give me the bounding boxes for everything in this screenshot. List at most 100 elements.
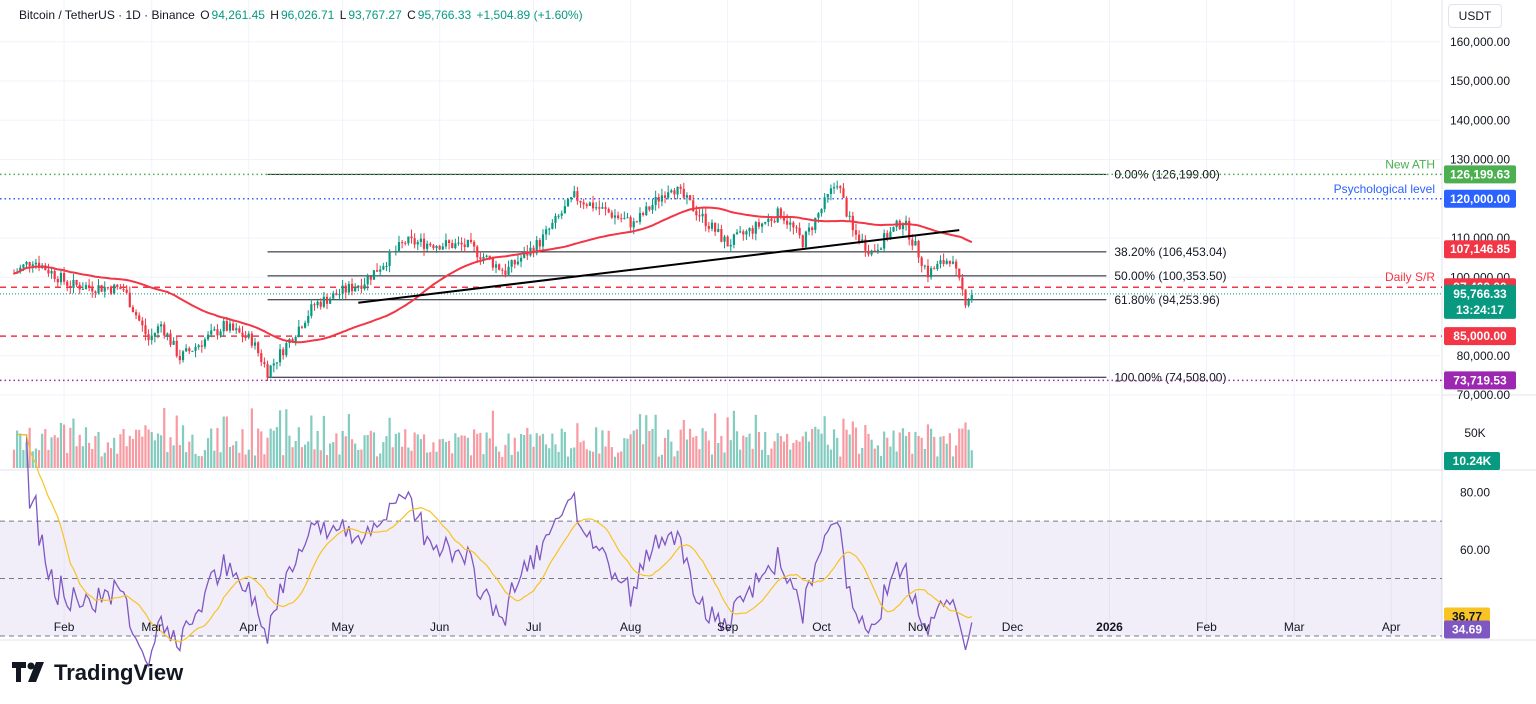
- volume-bar: [748, 433, 751, 468]
- rsi-lines: [17, 434, 973, 668]
- volume-bar: [263, 454, 266, 468]
- candle-body: [435, 245, 438, 249]
- volume-bar: [316, 430, 319, 468]
- volume-bar: [751, 448, 754, 468]
- rsi-tag: [1444, 620, 1490, 639]
- volume-bar: [745, 437, 748, 468]
- candle-body: [181, 351, 185, 361]
- candle-body: [75, 279, 78, 285]
- volume-bar: [419, 439, 422, 468]
- volume-bar: [12, 449, 16, 468]
- volume-bar: [883, 431, 886, 468]
- volume-bar: [886, 437, 889, 468]
- candle-body: [59, 273, 63, 283]
- volume-bar: [225, 416, 228, 468]
- candle-body: [773, 220, 776, 223]
- volume-bar: [307, 441, 310, 468]
- volume-bar: [782, 441, 786, 468]
- volume-bar: [566, 456, 570, 468]
- y-tick-label: 150,000.00: [1450, 74, 1510, 88]
- candle-body: [789, 222, 792, 225]
- volume-bar: [69, 427, 72, 468]
- volume-bar: [272, 430, 275, 468]
- candle-body: [507, 266, 510, 275]
- candle-body: [563, 206, 566, 214]
- candle-body: [106, 287, 109, 289]
- volume-bar: [504, 444, 507, 468]
- volume-bar: [241, 429, 244, 468]
- candle-body: [889, 231, 892, 240]
- volume-bar: [485, 432, 488, 468]
- candle-body: [557, 215, 560, 217]
- candle-body: [166, 333, 169, 336]
- tradingview-icon: [12, 662, 44, 682]
- candle-body: [12, 273, 16, 275]
- volume-bar: [807, 441, 811, 468]
- candle-body: [375, 270, 379, 272]
- volume-bar: [422, 434, 426, 468]
- volume-bar: [926, 424, 930, 468]
- candle-body: [879, 248, 883, 250]
- volume-bar: [707, 440, 710, 468]
- volume-bar: [510, 454, 513, 468]
- volume-bar: [388, 417, 391, 468]
- volume-bar: [945, 443, 948, 468]
- candle-body: [629, 217, 632, 228]
- volume-bar: [842, 418, 845, 468]
- volume-bar: [861, 447, 864, 468]
- volume-bar: [322, 415, 325, 468]
- candle-body: [419, 238, 422, 242]
- candle-body: [804, 231, 807, 248]
- symbol-header: Bitcoin / TetherUS · 1D · Binance O 94,26…: [19, 8, 583, 22]
- candle-body: [372, 270, 376, 280]
- volume-bar: [147, 429, 150, 468]
- candle-body: [870, 250, 873, 255]
- candle-body: [663, 195, 667, 198]
- candle-body: [404, 242, 407, 244]
- candle-body: [951, 261, 955, 264]
- currency-button[interactable]: USDT: [1448, 4, 1502, 28]
- candle-body: [241, 332, 244, 338]
- candle-body: [645, 206, 648, 215]
- volume-bar: [166, 451, 169, 468]
- volume-bar: [760, 449, 764, 468]
- candle-body: [958, 268, 961, 278]
- volume-bar: [372, 432, 376, 468]
- countdown-tag-text: 13:24:17: [1456, 303, 1504, 317]
- candle-body: [751, 228, 754, 234]
- volume-bar: [570, 448, 573, 468]
- level-name: New ATH: [1385, 157, 1435, 171]
- volume-bar: [858, 453, 861, 468]
- level-tag: [1444, 165, 1516, 184]
- high-value: 96,026.71: [280, 8, 335, 22]
- candle-body: [786, 220, 789, 225]
- candle-body: [144, 325, 147, 335]
- tradingview-logo[interactable]: TradingView: [12, 660, 183, 686]
- candle-body: [717, 228, 720, 232]
- ma-tag-text: 107,146.85: [1450, 242, 1510, 256]
- volume-bar: [213, 450, 216, 468]
- x-tick-label: Apr: [239, 620, 258, 634]
- volume-bar: [585, 449, 588, 468]
- candle-body: [316, 301, 319, 306]
- candle-body: [263, 362, 266, 365]
- candle-body: [275, 362, 279, 364]
- volume-bar: [72, 418, 75, 468]
- volume-bar: [357, 449, 360, 468]
- candle-body: [391, 251, 394, 253]
- volume-bar: [629, 434, 632, 468]
- candle-body: [704, 213, 707, 227]
- candle-body: [707, 226, 710, 229]
- candle-body: [432, 245, 435, 249]
- volume-bar: [19, 433, 22, 468]
- price-tags: 126,199.63120,000.0097,460.0085,000.0073…: [1444, 165, 1516, 639]
- candle-body: [266, 364, 269, 378]
- candle-body: [303, 322, 307, 328]
- candle-body: [238, 328, 241, 333]
- rsi-ma-line: [17, 434, 972, 643]
- volume-bar: [908, 432, 911, 468]
- volume-bar: [391, 447, 394, 468]
- volume-bar: [469, 455, 473, 468]
- candle-body: [626, 217, 629, 219]
